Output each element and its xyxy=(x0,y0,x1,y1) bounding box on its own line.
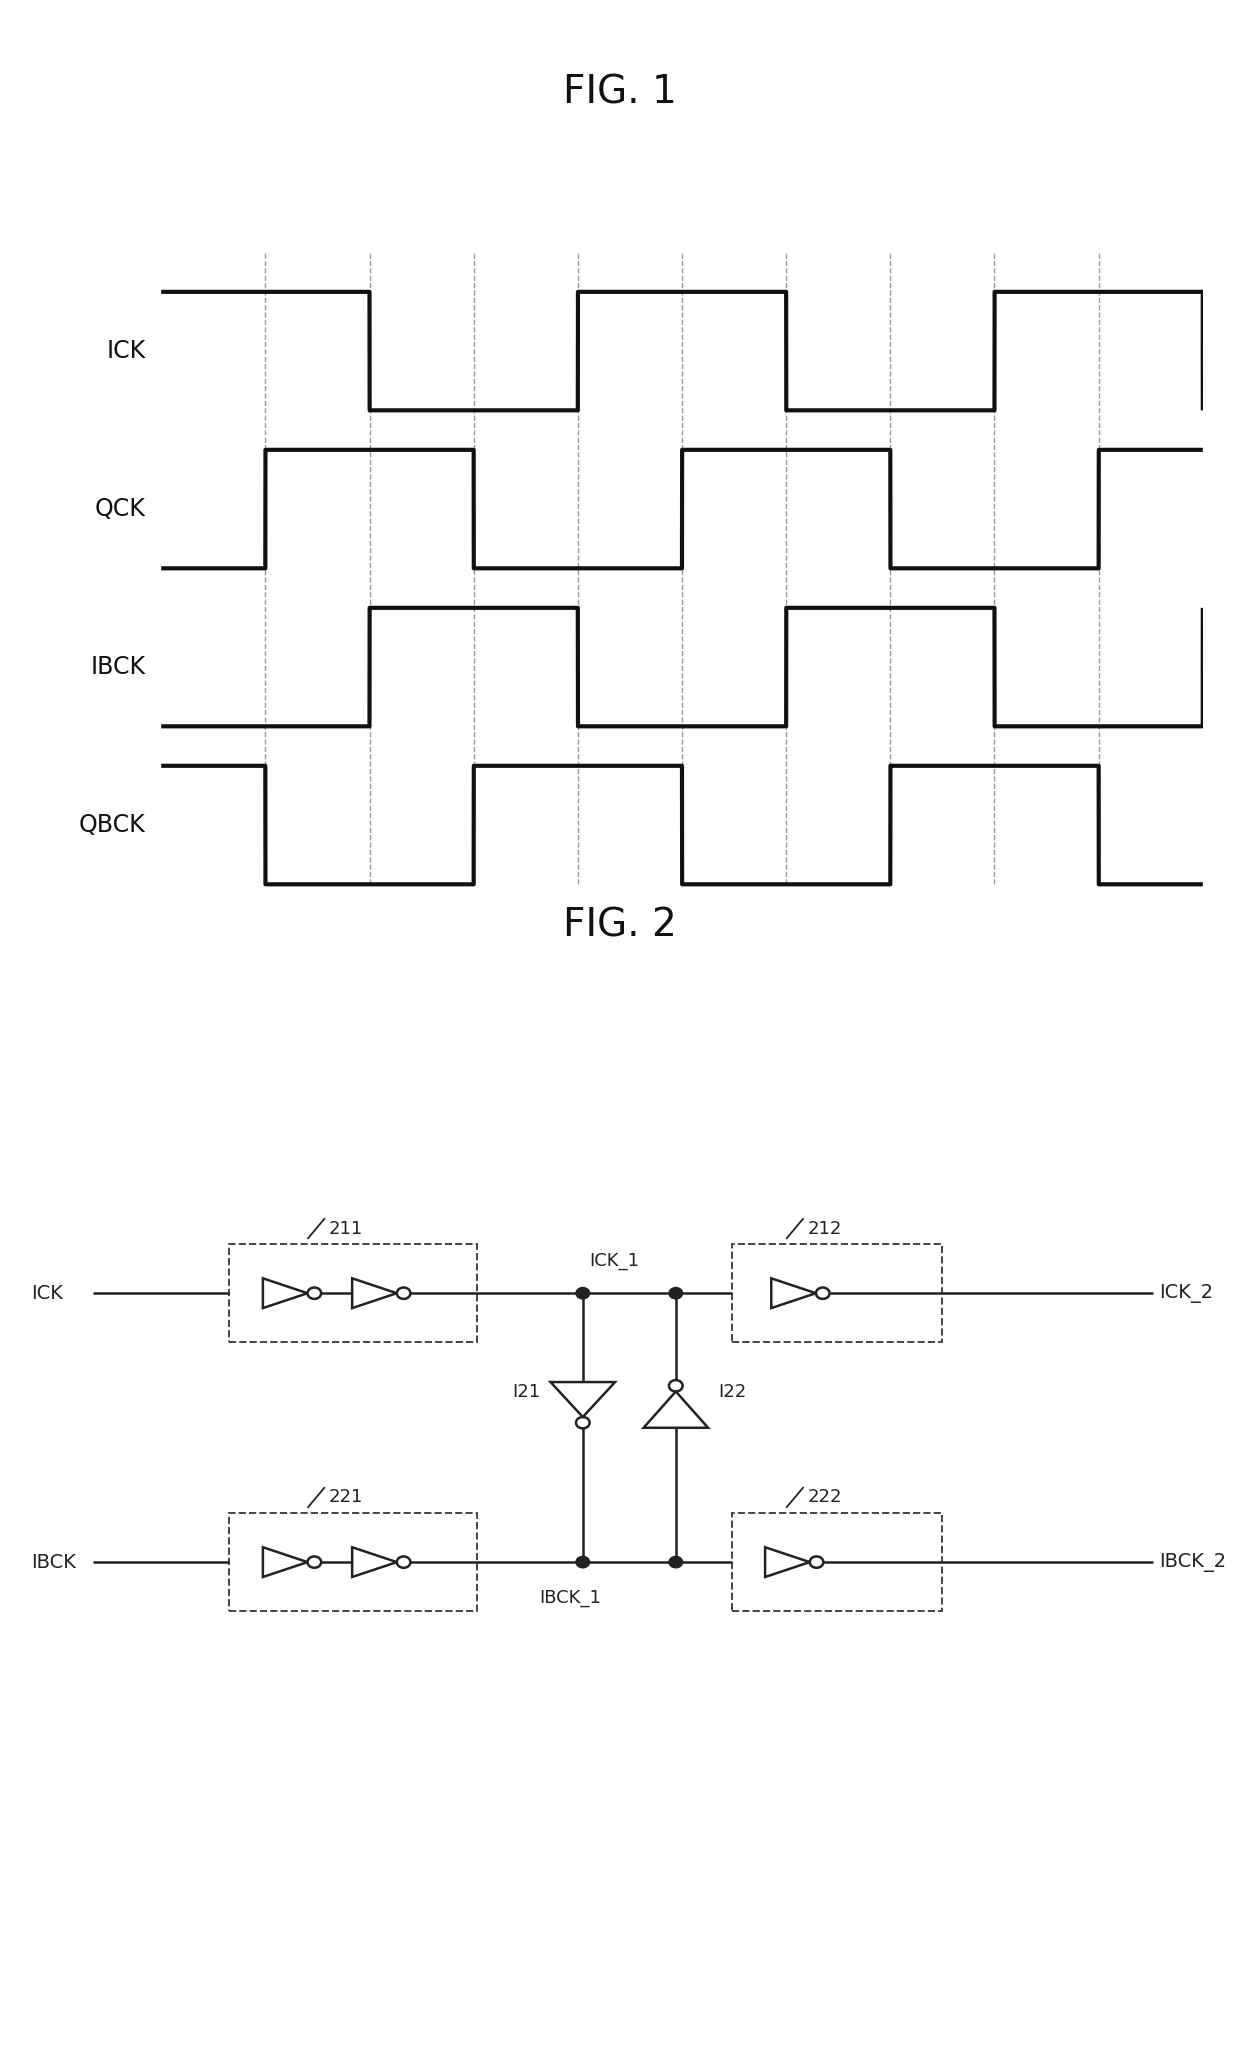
Text: IBCK_2: IBCK_2 xyxy=(1159,1552,1226,1571)
Text: QCK: QCK xyxy=(94,498,145,520)
Text: FIG. 2: FIG. 2 xyxy=(563,907,677,944)
Text: 222: 222 xyxy=(807,1489,842,1507)
Text: I22: I22 xyxy=(718,1384,746,1401)
Bar xyxy=(732,1243,942,1341)
Circle shape xyxy=(575,1556,590,1569)
Text: ICK_1: ICK_1 xyxy=(589,1253,639,1270)
Text: FIG. 1: FIG. 1 xyxy=(563,74,677,111)
Bar xyxy=(732,1513,942,1612)
Text: IBCK_1: IBCK_1 xyxy=(539,1589,601,1608)
Text: ICK: ICK xyxy=(107,340,145,362)
Bar xyxy=(229,1513,477,1612)
Text: 221: 221 xyxy=(329,1489,363,1507)
Text: ICK: ICK xyxy=(31,1284,63,1303)
Bar xyxy=(229,1243,477,1341)
Circle shape xyxy=(670,1556,683,1569)
Text: 212: 212 xyxy=(807,1219,842,1237)
Text: IBCK: IBCK xyxy=(91,655,145,680)
Text: QBCK: QBCK xyxy=(79,813,145,838)
Text: 211: 211 xyxy=(329,1219,363,1237)
Circle shape xyxy=(575,1288,590,1298)
Text: ICK_2: ICK_2 xyxy=(1159,1284,1214,1303)
Text: I21: I21 xyxy=(512,1384,541,1401)
Text: IBCK: IBCK xyxy=(31,1552,76,1571)
Circle shape xyxy=(670,1288,683,1298)
